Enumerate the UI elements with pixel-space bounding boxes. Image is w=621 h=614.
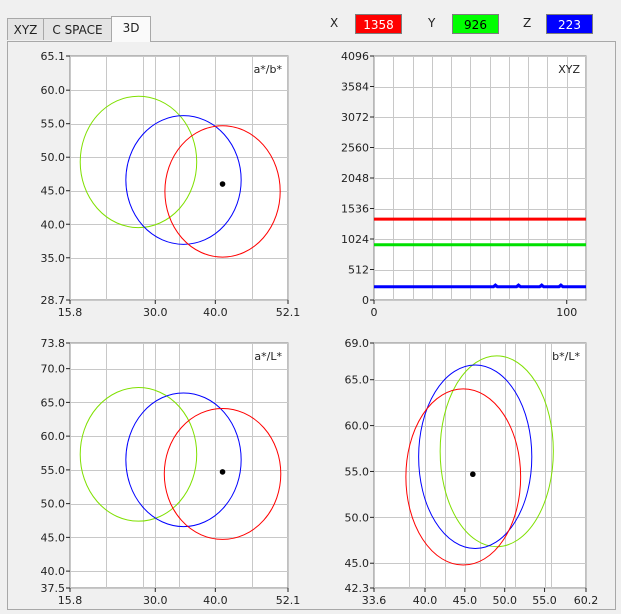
- x-tick-label: 30.0: [143, 306, 168, 319]
- y-tick-label: 37.5: [41, 582, 66, 595]
- x-tick-label: 0: [371, 306, 378, 319]
- x-tick-label: 40.0: [203, 594, 228, 607]
- y-tick-label: 1536: [341, 203, 369, 216]
- y-tick-label: 65.0: [345, 374, 370, 387]
- tolerance-circle: [125, 115, 242, 245]
- chart-title: XYZ: [558, 63, 580, 76]
- y-tick-label: 50.0: [41, 151, 66, 164]
- tolerance-circle: [79, 387, 198, 522]
- y-tick-label: 40.0: [41, 565, 66, 578]
- y-tick-label: 45.0: [41, 185, 66, 198]
- readout-y-value: 926: [452, 14, 499, 34]
- y-tick-label: 65.1: [41, 50, 66, 63]
- y-tick-label: 35.0: [41, 252, 66, 265]
- y-tick-label: 28.7: [41, 294, 66, 307]
- y-tick-label: 42.3: [345, 582, 370, 595]
- x-tick-label: 52.1: [276, 594, 301, 607]
- y-tick-label: 0: [362, 294, 369, 307]
- y-tick-label: 55.0: [41, 118, 66, 131]
- readout-y-label: Y: [428, 16, 436, 30]
- tolerance-circle: [439, 355, 554, 548]
- x-tick-label: 52.1: [276, 306, 301, 319]
- tolerance-circle: [79, 95, 198, 229]
- readout-z-value: 223: [546, 14, 593, 34]
- tolerance-circle: [164, 125, 281, 258]
- readout-z-label: Z: [523, 16, 532, 30]
- y-tick-label: 3584: [341, 81, 369, 94]
- tolerance-circle: [405, 388, 522, 566]
- x-tick-label: 60.2: [574, 594, 599, 607]
- y-tick-label: 60.0: [41, 84, 66, 97]
- tolerance-circle: [125, 392, 242, 528]
- x-tick-label: 30.0: [143, 594, 168, 607]
- y-tick-label: 65.0: [41, 396, 66, 409]
- y-tick-label: 2560: [341, 142, 369, 155]
- chart-title: a*/L*: [254, 350, 282, 363]
- tab-c-space[interactable]: C SPACE: [43, 18, 112, 40]
- measurement-point: [219, 181, 226, 187]
- tolerance-circle: [163, 407, 282, 540]
- x-tick-label: 15.8: [58, 306, 83, 319]
- chart-0: 65.1 60.0 55.0 50.0 45.0 40.0 35.0 28.715.8 30.0…: [41, 50, 301, 319]
- x-tick-label: 100: [556, 306, 577, 319]
- y-tick-label: 60.0: [41, 430, 66, 443]
- gridlines: [70, 56, 289, 301]
- measurement-point: [470, 471, 476, 478]
- y-tick-label: 4096: [341, 50, 369, 63]
- y-tick-label: 69.0: [345, 337, 370, 350]
- x-tick-label: 15.8: [58, 594, 83, 607]
- readout-x-label: X: [330, 16, 339, 30]
- y-tick-label: 50.0: [345, 511, 370, 524]
- x-tick-label: 40.0: [203, 306, 228, 319]
- chart-title: a*/b*: [254, 63, 283, 76]
- tab-3d[interactable]: 3D: [111, 16, 151, 42]
- y-tick-label: 40.0: [41, 218, 66, 231]
- chart-3: 69.0 65.0 60.0 55.0 50.0 45.0 42.333.6 40.0 45.0…: [345, 337, 599, 607]
- y-tick-label: 73.8: [41, 337, 66, 350]
- y-tick-label: 55.0: [345, 465, 370, 478]
- y-tick-label: 512: [348, 264, 369, 277]
- chart-1: 4096 3584 3072 2560 2048 1536 1024 512 00 100 XYZ: [341, 50, 587, 319]
- data-layer: [79, 387, 282, 540]
- y-tick-label: 1024: [341, 233, 369, 246]
- data-layer: [79, 95, 281, 258]
- tolerance-circle: [418, 364, 533, 550]
- series-line: [374, 283, 586, 289]
- y-tick-label: 60.0: [345, 420, 370, 433]
- x-tick-label: 50.0: [492, 594, 517, 607]
- x-tick-label: 45.0: [453, 594, 478, 607]
- y-tick-label: 45.0: [345, 557, 370, 570]
- x-tick-label: 40.0: [413, 594, 438, 607]
- y-tick-label: 3072: [341, 111, 369, 124]
- x-tick-label: 33.6: [362, 594, 387, 607]
- y-tick-label: 2048: [341, 172, 369, 185]
- chart-2: 73.8 70.0 65.0 60.0 55.0 50.0 45.0 40.0 37.515.8…: [41, 337, 301, 607]
- gridlines: [374, 56, 587, 301]
- y-tick-label: 55.0: [41, 464, 66, 477]
- y-tick-label: 50.0: [41, 498, 66, 511]
- readout-x-value: 1358: [355, 14, 402, 34]
- data-layer: [374, 217, 586, 289]
- chart-title: b*/L*: [552, 350, 580, 363]
- measurement-point: [219, 469, 226, 475]
- tab-panel: [7, 41, 616, 610]
- gridlines: [374, 343, 587, 589]
- x-tick-label: 55.0: [532, 594, 557, 607]
- gridlines: [70, 343, 289, 589]
- data-layer: [405, 355, 554, 566]
- y-tick-label: 45.0: [41, 531, 66, 544]
- y-tick-label: 70.0: [41, 363, 66, 376]
